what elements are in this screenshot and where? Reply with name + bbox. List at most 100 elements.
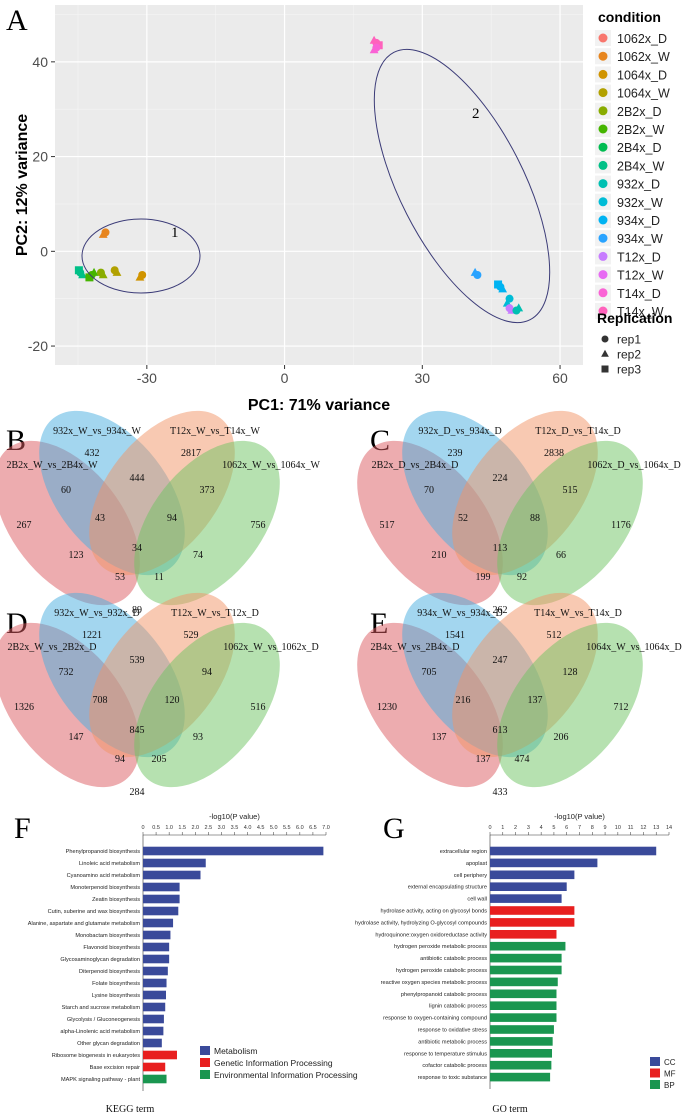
venn-region-count: 137 (432, 732, 447, 743)
venn-region-count: 512 (547, 630, 562, 641)
replication-legend-shape (601, 335, 609, 343)
panel-label-a: A (6, 4, 28, 37)
bar-chart-bar (143, 1074, 167, 1084)
bar-chart-bar (143, 858, 206, 868)
venn-region-count: 2817 (181, 448, 201, 459)
pca-data-point (369, 45, 379, 54)
venn-set-ellipse (134, 440, 280, 606)
venn-region-count: 373 (200, 485, 215, 496)
bar-chart-category-label: MAPK signaling pathway - plant (61, 1077, 140, 1083)
replication-legend-shape (601, 349, 609, 357)
bar-chart-category-label: Monobactam biosynthesis (75, 933, 140, 939)
bar-chart-category-label: Cyanoamino acid metabolism (67, 873, 141, 879)
venn-region-count: 210 (432, 550, 447, 561)
pca-data-point (74, 266, 83, 275)
bar-chart-legend-label: CC (664, 1058, 676, 1067)
bar-chart-tick-label: 3.0 (218, 825, 226, 831)
bar-chart-bar (490, 989, 557, 999)
bar-chart-category-label: Flavonoid biosynthesis (83, 945, 140, 951)
venn-region-count: 432 (85, 448, 100, 459)
bar-chart-tick-label: 12 (640, 825, 646, 831)
venn-region-count: 43 (95, 513, 105, 524)
legend-condition-label: 2B2x_W (617, 123, 664, 137)
bar-chart-category-label: Cutin, suberine and wax biosynthesis (48, 909, 141, 915)
bar-chart-x-title: KEGG term (106, 1104, 155, 1115)
bar-chart-tick-label: 0 (141, 825, 144, 831)
venn-region-count: 205 (152, 754, 167, 765)
bar-chart-bar (490, 930, 557, 939)
bar-chart-category-label: Starch and sucrose metabolism (62, 1005, 141, 1011)
bar-chart-category-label: phenylpropanoid catabolic process (401, 992, 487, 998)
venn-region-count: 444 (130, 473, 145, 484)
legend-key-swatch (598, 88, 608, 98)
venn-region-count: 123 (69, 550, 84, 561)
bar-chart-bar (490, 965, 562, 975)
bar-chart-category-label: hydrolase activity, acting on glycosyl b… (380, 909, 487, 915)
venn-diagram-c: 2B2x_D_vs_2B4x_D 932x_D_vs_934x_D T12x_D_v… (357, 410, 681, 616)
bar-chart-tick-label: 5.5 (283, 825, 291, 831)
legend-key-swatch (598, 160, 608, 170)
bar-chart-tick-label: 5 (552, 825, 555, 831)
venn-region-count: 93 (193, 732, 203, 743)
bar-chart-bar (143, 882, 180, 892)
bar-chart-category-label: Base excision repair (90, 1065, 141, 1071)
bar-chart-category-label: hydroquinone:oxygen oxidoreductase activ… (375, 932, 487, 938)
pca-y-axis-title: PC2: 12% variance (14, 114, 31, 256)
pca-data-point (498, 284, 508, 293)
bar-chart-tick-label: 0.5 (152, 825, 160, 831)
bar-chart-bar (143, 870, 201, 880)
venn-region-count: 517 (380, 520, 395, 531)
legend-key-swatch (598, 270, 608, 280)
pca-x-tick-label: 60 (552, 370, 568, 386)
venn-region-count: 224 (493, 473, 508, 484)
pca-y-tick-label: 0 (40, 243, 48, 259)
bar-chart-bar (143, 930, 171, 940)
pca-x-tick-label: 30 (415, 370, 431, 386)
venn-region-count: 113 (493, 543, 508, 554)
pca-data-point (470, 267, 480, 276)
venn-region-count: 137 (528, 695, 543, 706)
venn-set-label: 2B2x_D_vs_2B4x_D (372, 460, 459, 471)
venn-region-count: 267 (17, 520, 32, 531)
venn-region-count: 247 (493, 655, 508, 666)
legend-key-swatch (598, 306, 608, 316)
bar-chart-tick-label: 2.5 (205, 825, 213, 831)
bar-chart-legend-label: BP (664, 1081, 675, 1090)
bar-chart-bar (490, 918, 575, 927)
pca-data-point (85, 273, 94, 282)
bar-chart-bar (143, 954, 170, 964)
bar-chart-bar (143, 1026, 164, 1036)
venn-region-count: 66 (556, 550, 566, 561)
bar-chart-bar (143, 978, 167, 988)
bar-chart-bar (490, 870, 575, 880)
venn-region-count: 1326 (14, 702, 34, 713)
venn-region-count: 613 (493, 725, 508, 736)
venn-set-label: T12x_W_vs_T14x_W (170, 426, 261, 437)
pca-y-tick-label: 40 (32, 54, 48, 70)
pca-data-point (98, 229, 108, 238)
venn-set-ellipse (497, 440, 643, 606)
bar-chart-tick-label: 4.5 (257, 825, 265, 831)
venn-region-count: 120 (165, 695, 180, 706)
venn-set-label: 2B2x_W_vs_2B4x_W (6, 460, 98, 471)
bar-chart-category-label: response to temperature stimulus (404, 1051, 487, 1057)
bar-chart-category-label: reactive oxygen species metabolic proces… (381, 980, 488, 986)
venn-set-label: 2B2x_W_vs_2B2x_D (8, 642, 97, 653)
legend-key-swatch (598, 288, 608, 298)
legend-condition-label: 934x_W (617, 232, 663, 246)
bar-chart-category-label: Ribosome biogenesis in eukaryotes (52, 1053, 141, 1059)
venn-set-label: 1062x_W_vs_1062x_D (223, 642, 319, 653)
venn-set-label: 2B4x_W_vs_2B4x_D (371, 642, 460, 653)
venn-region-count: 11 (154, 572, 164, 583)
cluster-2-ellipse (373, 48, 551, 324)
bar-chart-bar (143, 1002, 166, 1012)
bar-chart-tick-label: 4.0 (244, 825, 252, 831)
venn-set-label: 1062x_D_vs_1064x_D (587, 460, 680, 471)
bar-chart-bar (143, 990, 167, 1000)
bar-chart-tick-label: 3.5 (231, 825, 239, 831)
venn-region-count: 60 (61, 485, 71, 496)
pca-data-point (112, 267, 122, 276)
legend-key-swatch (598, 179, 608, 189)
venn-region-count: 529 (184, 630, 199, 641)
